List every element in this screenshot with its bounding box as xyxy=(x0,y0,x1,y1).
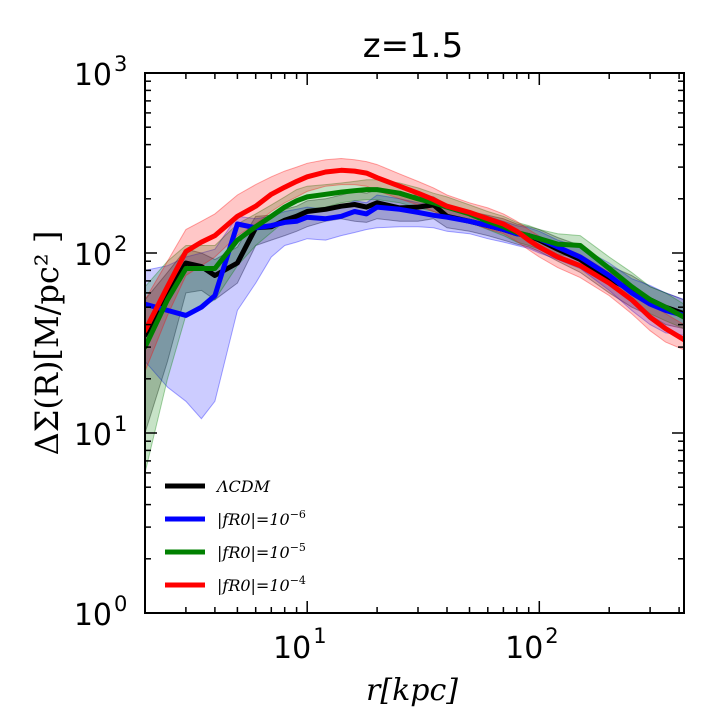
x-tick-label-0: 10 xyxy=(273,631,311,666)
x-axis-label: r[kpc] xyxy=(366,673,458,708)
y-axis-label: ΔΣ(R)[M/pc² ] xyxy=(28,231,66,456)
y-tick-label-exp-0: 0 xyxy=(114,592,127,616)
y-tick-label-2: 10 xyxy=(74,238,112,273)
plot-frame xyxy=(144,72,685,614)
x-tick-label-exp-1: 2 xyxy=(545,624,558,648)
y-tick-label-3: 10 xyxy=(74,58,112,93)
legend-label-0: ΛCDM xyxy=(215,477,271,496)
line-series-2 xyxy=(145,187,684,350)
y-tick-label-exp-1: 1 xyxy=(114,412,127,436)
legend-label-exp-2: −5 xyxy=(290,541,306,554)
legend-label-3: |fR0|=10−4 xyxy=(217,574,306,595)
line-series-3 xyxy=(145,167,684,343)
legend-label-exp-3: −4 xyxy=(290,574,306,587)
y-tick-label-1: 10 xyxy=(74,418,112,453)
x-tick-label-1: 10 xyxy=(505,631,543,666)
line-series-1 xyxy=(145,204,684,318)
y-tick-label-exp-2: 2 xyxy=(114,232,127,256)
y-tick-label-exp-3: 3 xyxy=(114,52,127,76)
legend-label-exp-1: −6 xyxy=(290,508,306,521)
legend-label-2: |fR0|=10−5 xyxy=(217,541,306,562)
legend: ΛCDM |fR0|=10−6 |fR0|=10−5 |fR0|=10−4 xyxy=(165,477,306,595)
x-tick-label-exp-0: 1 xyxy=(313,624,326,648)
chart-title: z=1.5 xyxy=(363,26,463,66)
y-tick-label-0: 10 xyxy=(74,598,112,633)
legend-label-1: |fR0|=10−6 xyxy=(217,508,306,529)
